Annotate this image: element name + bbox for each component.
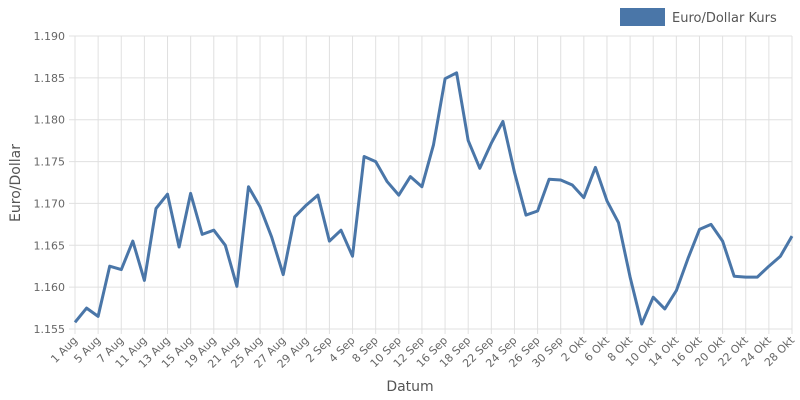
data-point[interactable] [175, 243, 183, 251]
data-point[interactable] [534, 207, 542, 215]
data-point[interactable] [684, 255, 692, 263]
y-tick-label: 1.155 [34, 323, 66, 336]
data-point[interactable] [672, 286, 680, 294]
data-point[interactable] [638, 320, 646, 328]
data-point[interactable] [441, 75, 449, 83]
data-point[interactable] [707, 220, 715, 228]
data-point[interactable] [325, 237, 333, 245]
legend-swatch [620, 8, 665, 26]
y-tick-label: 1.170 [34, 197, 66, 210]
data-point[interactable] [152, 204, 160, 212]
data-point[interactable] [661, 305, 669, 313]
grid [69, 35, 793, 334]
x-axis-title: Datum [386, 379, 433, 395]
data-point[interactable] [580, 194, 588, 202]
data-point[interactable] [349, 252, 357, 260]
data-point[interactable] [615, 219, 623, 227]
data-point[interactable] [557, 176, 565, 184]
data-point[interactable] [395, 191, 403, 199]
data-point[interactable] [487, 139, 495, 147]
data-point[interactable] [71, 318, 79, 326]
data-point[interactable] [418, 183, 426, 191]
data-point[interactable] [603, 197, 611, 205]
y-tick-label: 1.165 [34, 239, 66, 252]
data-point[interactable] [626, 273, 634, 281]
data-point[interactable] [430, 141, 438, 149]
data-point[interactable] [314, 191, 322, 199]
data-point[interactable] [545, 175, 553, 183]
y-tick-label: 1.185 [34, 72, 66, 85]
data-point[interactable] [406, 173, 414, 181]
data-point[interactable] [765, 262, 773, 270]
data-point[interactable] [291, 213, 299, 221]
data-point[interactable] [522, 211, 530, 219]
data-point[interactable] [140, 276, 148, 284]
data-point[interactable] [106, 262, 114, 270]
data-point[interactable] [695, 225, 703, 233]
data-point[interactable] [268, 233, 276, 241]
data-point[interactable] [337, 226, 345, 234]
y-tick-label: 1.175 [34, 156, 66, 169]
data-point[interactable] [719, 237, 727, 245]
data-point[interactable] [233, 282, 241, 290]
legend[interactable]: Euro/Dollar Kurs [620, 8, 777, 26]
data-point[interactable] [94, 312, 102, 320]
y-axis-ticks: 1.155 1.160 1.165 1.170 1.175 1.180 1.185 1.190 [34, 30, 66, 336]
y-tick-label: 1.180 [34, 114, 66, 127]
x-tick-label: 6 Okt [582, 333, 613, 364]
data-point[interactable] [221, 241, 229, 249]
data-point[interactable] [510, 168, 518, 176]
data-point[interactable] [730, 272, 738, 280]
legend-label: Euro/Dollar Kurs [672, 11, 777, 26]
data-point[interactable] [453, 69, 461, 77]
data-point[interactable] [591, 163, 599, 171]
data-point[interactable] [776, 252, 784, 260]
data-point[interactable] [279, 271, 287, 279]
data-points [71, 69, 796, 328]
y-tick-label: 1.160 [34, 281, 66, 294]
data-point[interactable] [476, 164, 484, 172]
data-point[interactable] [649, 293, 657, 301]
data-point[interactable] [256, 203, 264, 211]
data-point[interactable] [360, 153, 368, 161]
data-point[interactable] [788, 232, 796, 240]
data-point[interactable] [464, 137, 472, 145]
data-point[interactable] [129, 237, 137, 245]
data-point[interactable] [198, 230, 206, 238]
data-point[interactable] [742, 273, 750, 281]
data-point[interactable] [83, 304, 91, 312]
data-point[interactable] [499, 117, 507, 125]
data-point[interactable] [753, 273, 761, 281]
data-point[interactable] [164, 190, 172, 198]
data-point[interactable] [117, 266, 125, 274]
data-point[interactable] [244, 183, 252, 191]
data-point[interactable] [372, 158, 380, 166]
x-tick-label: 2 Okt [559, 333, 590, 364]
data-point[interactable] [383, 178, 391, 186]
data-point[interactable] [210, 226, 218, 234]
series-line [73, 71, 794, 326]
data-point[interactable] [302, 201, 310, 209]
y-axis-title: Euro/Dollar [8, 144, 24, 222]
y-tick-label: 1.190 [34, 30, 66, 43]
data-point[interactable] [187, 189, 195, 197]
data-point[interactable] [568, 181, 576, 189]
